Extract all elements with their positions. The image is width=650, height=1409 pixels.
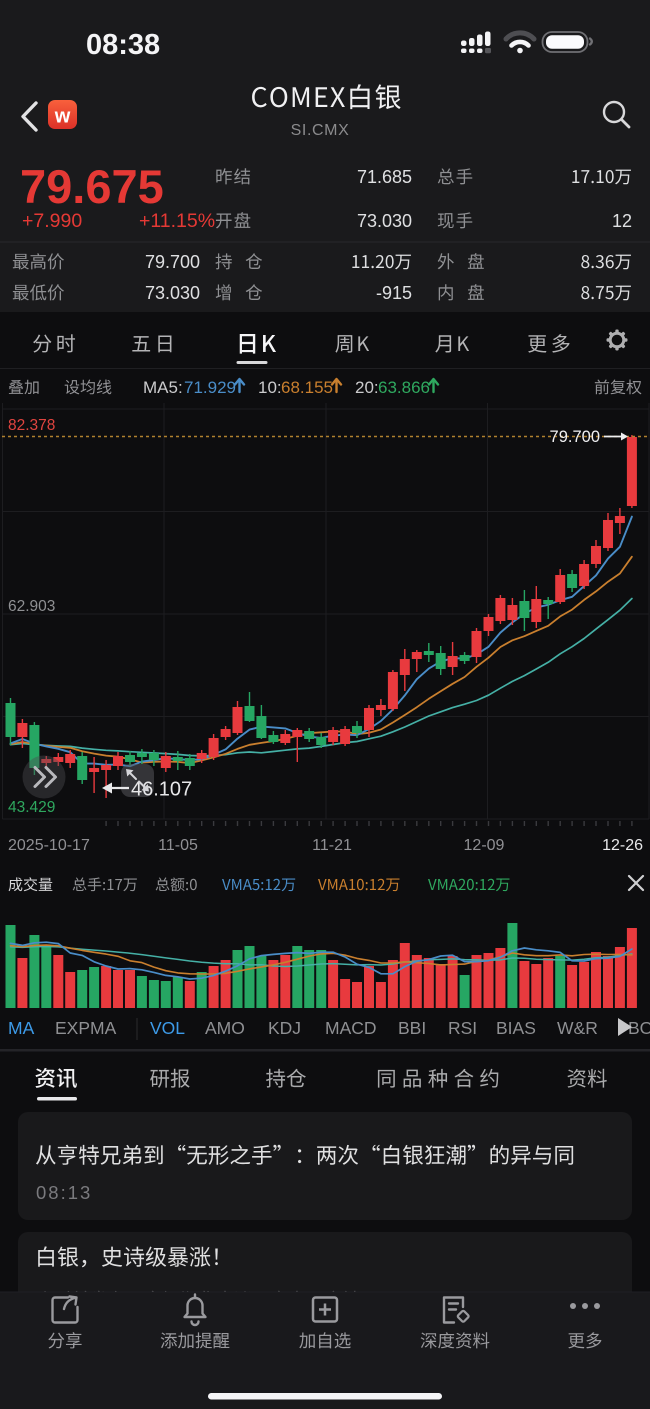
svg-text:79.675: 79.675 bbox=[20, 160, 164, 213]
svg-text:KDJ: KDJ bbox=[268, 1018, 301, 1038]
svg-text:08:13: 08:13 bbox=[36, 1182, 92, 1203]
svg-text:43.429: 43.429 bbox=[8, 799, 55, 816]
svg-text:BO: BO bbox=[628, 1018, 650, 1038]
svg-text:11-21: 11-21 bbox=[312, 837, 352, 854]
svg-text:82.378: 82.378 bbox=[8, 417, 55, 434]
svg-text:AMO: AMO bbox=[205, 1018, 245, 1038]
svg-text:12-26: 12-26 bbox=[602, 837, 643, 854]
svg-text:73.030: 73.030 bbox=[145, 283, 200, 303]
svg-text:71.685: 71.685 bbox=[357, 167, 412, 187]
svg-text:SI.CMX: SI.CMX bbox=[291, 122, 350, 139]
svg-text:+11.15%: +11.15% bbox=[139, 210, 215, 232]
svg-text:10:: 10: bbox=[258, 378, 282, 397]
svg-text:2025-10-17: 2025-10-17 bbox=[8, 837, 90, 854]
svg-text:MA5:: MA5: bbox=[143, 378, 183, 397]
svg-text:MA: MA bbox=[8, 1018, 35, 1038]
svg-text:BBI: BBI bbox=[398, 1018, 426, 1038]
svg-text:11-05: 11-05 bbox=[158, 837, 198, 854]
svg-text:71.929: 71.929 bbox=[184, 378, 236, 397]
svg-text:RSI: RSI bbox=[448, 1018, 477, 1038]
svg-text:W&R: W&R bbox=[557, 1018, 598, 1038]
svg-text:EXPMA: EXPMA bbox=[55, 1018, 117, 1038]
svg-text:w: w bbox=[54, 106, 71, 128]
svg-text:MACD: MACD bbox=[325, 1018, 377, 1038]
svg-text:20:: 20: bbox=[355, 378, 379, 397]
svg-text:-915: -915 bbox=[376, 283, 412, 303]
svg-text:VOL: VOL bbox=[150, 1018, 185, 1038]
svg-text:68.155: 68.155 bbox=[281, 378, 333, 397]
svg-text:+7.990: +7.990 bbox=[22, 210, 82, 232]
svg-text:79.700: 79.700 bbox=[550, 428, 600, 446]
svg-text:62.903: 62.903 bbox=[8, 598, 55, 615]
svg-text:73.030: 73.030 bbox=[357, 211, 412, 231]
svg-text:79.700: 79.700 bbox=[145, 252, 200, 272]
svg-text:12: 12 bbox=[612, 211, 632, 231]
svg-text:12-09: 12-09 bbox=[464, 837, 505, 854]
svg-text:BIAS: BIAS bbox=[496, 1018, 536, 1038]
svg-text:46.107: 46.107 bbox=[131, 779, 192, 801]
svg-text:63.866: 63.866 bbox=[378, 378, 430, 397]
svg-text:08:38: 08:38 bbox=[86, 29, 160, 61]
